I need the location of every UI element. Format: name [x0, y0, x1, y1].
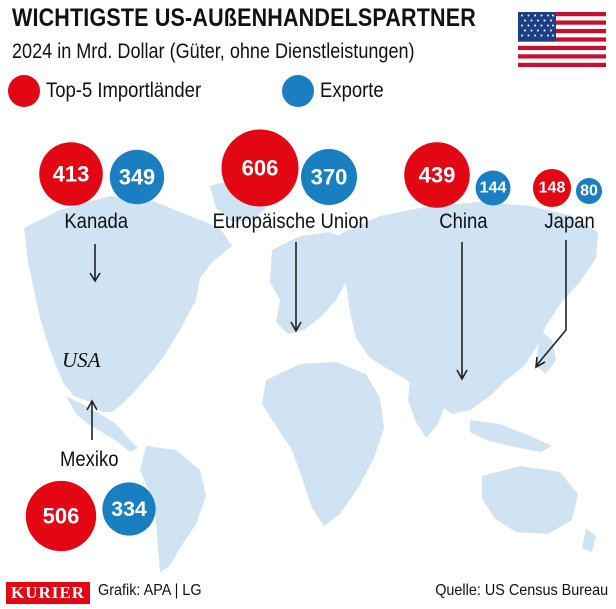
south-america-landmass [140, 446, 206, 572]
arrow-japan [535, 240, 567, 369]
export-eu-value-label: 370 [311, 165, 348, 190]
legend-exports-label: Exporte [320, 79, 384, 102]
new-zealand-landmass [582, 528, 596, 552]
import-mexiko-value-label: 506 [43, 504, 80, 529]
europe-landmass [270, 232, 356, 334]
land-masses [24, 176, 598, 572]
legend-imports-label: Top-5 Importländer [46, 79, 202, 102]
export-eu-bubble [301, 149, 357, 205]
country-label-mexiko: Mexiko [59, 448, 119, 471]
import-china-value-label: 439 [419, 163, 456, 188]
page-subtitle: 2024 in Mrd. Dollar (Güter, ohne Dienstl… [12, 40, 415, 63]
export-china-value-label: 144 [480, 180, 507, 197]
export-china-bubble [475, 170, 511, 206]
export-mexiko-value-label: 334 [111, 497, 147, 521]
bubble-layer: 413 349 606 370 439 144 148 80 506 334 [25, 129, 603, 552]
country-label-kanada: Kanada [64, 210, 129, 233]
legend-imports: Top-5 Importländer [8, 75, 222, 107]
export-kanada-value-label: 349 [119, 165, 155, 190]
import-kanada-bubble [39, 142, 103, 206]
import-china-bubble [404, 142, 470, 208]
legend-exports-dot [282, 75, 314, 107]
kurier-logo: KURIER [6, 582, 91, 604]
export-kanada-bubble [109, 149, 165, 205]
page-title: WICHTIGSTE US-AUßENHANDELSPARTNER [12, 4, 476, 32]
import-mexiko-bubble [25, 480, 97, 552]
australia-landmass [482, 466, 578, 534]
africa-landmass [262, 362, 384, 526]
japan-landmass [536, 330, 556, 374]
export-japan-bubble [575, 177, 603, 205]
central-america-landmass [66, 396, 138, 452]
import-japan-bubble [532, 168, 572, 208]
arrow-mexiko [86, 399, 98, 440]
import-japan-value-label: 148 [539, 180, 566, 197]
india-landmass [408, 378, 448, 438]
legend-imports-dot [8, 75, 40, 107]
import-eu-value-label: 606 [242, 156, 279, 181]
import-kanada-value-label: 413 [53, 162, 90, 187]
graphic-credit: Grafik: APA | LG [98, 582, 202, 599]
export-japan-value-label: 80 [580, 183, 598, 200]
asia-landmass [340, 202, 598, 414]
import-eu-bubble [221, 129, 299, 207]
country-label-eu: Europäische Union [212, 210, 369, 233]
source-note: Quelle: US Census Bureau [435, 582, 608, 599]
arrow-kanada [89, 244, 101, 283]
north-america-landmass [24, 196, 232, 412]
legend-exports: Exporte [282, 75, 392, 107]
usa-map-label: USA [62, 348, 101, 372]
pointer-arrows [86, 240, 567, 440]
arrow-eu [290, 242, 302, 333]
export-mexiko-bubble [102, 482, 156, 536]
southeast-asia-landmass [470, 420, 552, 452]
country-label-china: China [439, 210, 488, 233]
us-flag-icon [518, 12, 606, 67]
country-label-japan: Japan [544, 210, 595, 233]
arrow-china [456, 242, 468, 381]
